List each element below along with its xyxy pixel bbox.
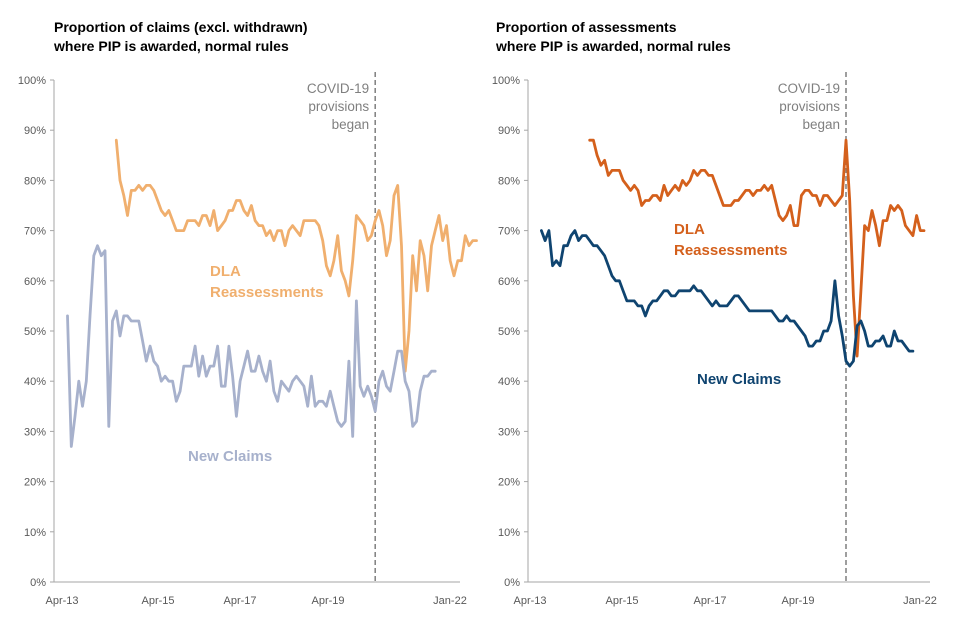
y-tick-label: 10% xyxy=(498,527,520,539)
covid-annotation-text: provisions xyxy=(779,99,840,114)
y-tick-label: 50% xyxy=(498,326,520,338)
y-tick-label: 60% xyxy=(24,276,46,288)
x-tick-label: Apr-13 xyxy=(513,595,546,607)
new-claims-line xyxy=(66,244,437,448)
y-tick-label: 20% xyxy=(498,477,520,489)
y-tick-label: 90% xyxy=(498,125,520,137)
covid-annotation-text: COVID-19 xyxy=(778,81,840,96)
covid-annotation-text: began xyxy=(332,117,370,132)
y-tick-label: 50% xyxy=(24,326,46,338)
dla-reassessments-line xyxy=(114,138,478,373)
x-tick-label: Apr-19 xyxy=(781,595,814,607)
y-tick-label: 60% xyxy=(498,276,520,288)
x-tick-label: Apr-15 xyxy=(141,595,174,607)
y-tick-label: 90% xyxy=(24,125,46,137)
y-tick-label: 70% xyxy=(498,226,520,238)
dla-reassessments-label: DLA xyxy=(674,221,705,238)
x-tick-label: Jan-22 xyxy=(903,595,937,607)
new-claims-line xyxy=(540,229,915,368)
y-tick-label: 30% xyxy=(24,426,46,438)
y-tick-label: 40% xyxy=(498,376,520,388)
y-tick-label: 30% xyxy=(498,426,520,438)
y-tick-label: 70% xyxy=(24,226,46,238)
left-chart-title: Proportion of claims (excl. withdrawn) w… xyxy=(54,19,308,54)
y-tick-label: 40% xyxy=(24,376,46,388)
dla-reassessments-label: Reassessments xyxy=(210,284,323,301)
x-tick-label: Apr-13 xyxy=(45,595,78,607)
y-tick-label: 20% xyxy=(24,477,46,489)
x-tick-label: Apr-15 xyxy=(605,595,638,607)
x-tick-label: Jan-22 xyxy=(433,595,467,607)
y-tick-label: 100% xyxy=(18,75,46,87)
dla-reassessments-label: Reassessments xyxy=(674,242,787,259)
right-chart-title: Proportion of assessments where PIP is a… xyxy=(496,19,731,54)
new-claims-label: New Claims xyxy=(188,448,272,465)
y-tick-label: 0% xyxy=(30,577,46,589)
y-tick-label: 0% xyxy=(504,577,520,589)
y-tick-label: 80% xyxy=(24,175,46,187)
x-tick-label: Apr-17 xyxy=(223,595,256,607)
dla-reassessments-line xyxy=(588,138,926,358)
covid-annotation-text: began xyxy=(802,117,840,132)
new-claims-label: New Claims xyxy=(697,371,781,388)
y-tick-label: 80% xyxy=(498,175,520,187)
x-tick-label: Apr-17 xyxy=(693,595,726,607)
covid-annotation-text: COVID-19 xyxy=(307,81,369,96)
x-tick-label: Apr-19 xyxy=(311,595,344,607)
y-tick-label: 10% xyxy=(24,527,46,539)
covid-annotation-text: provisions xyxy=(308,99,369,114)
y-tick-label: 100% xyxy=(492,75,520,87)
dla-reassessments-label: DLA xyxy=(210,263,241,280)
